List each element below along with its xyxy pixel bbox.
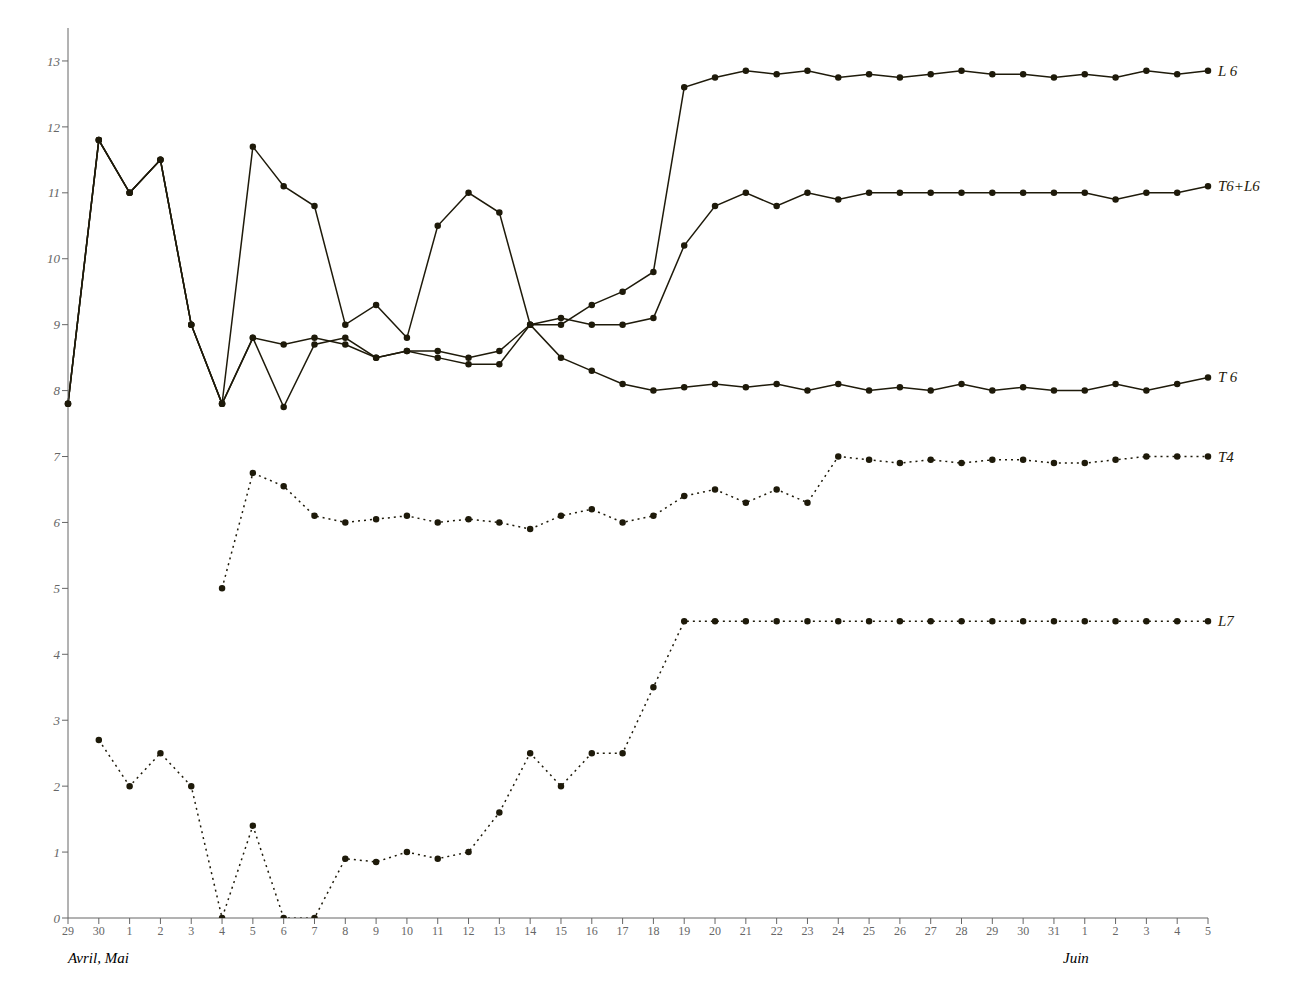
svg-text:6: 6: [54, 515, 61, 530]
svg-text:19: 19: [678, 924, 690, 938]
svg-text:13: 13: [493, 924, 505, 938]
svg-text:12: 12: [463, 924, 475, 938]
svg-text:16: 16: [586, 924, 598, 938]
svg-text:9: 9: [54, 317, 61, 332]
svg-text:T4: T4: [1218, 449, 1234, 465]
svg-text:1: 1: [127, 924, 133, 938]
svg-text:7: 7: [311, 924, 317, 938]
svg-text:1: 1: [1082, 924, 1088, 938]
svg-text:5: 5: [54, 581, 61, 596]
svg-text:9: 9: [373, 924, 379, 938]
svg-text:T 6: T 6: [1218, 369, 1238, 385]
svg-text:6: 6: [281, 924, 287, 938]
svg-text:27: 27: [925, 924, 937, 938]
svg-text:31: 31: [1048, 924, 1060, 938]
svg-text:14: 14: [524, 924, 536, 938]
svg-text:2: 2: [54, 779, 61, 794]
svg-text:2: 2: [157, 924, 163, 938]
svg-text:1: 1: [54, 845, 61, 860]
svg-text:3: 3: [1143, 924, 1149, 938]
svg-text:20: 20: [709, 924, 721, 938]
svg-text:5: 5: [1205, 924, 1211, 938]
svg-text:15: 15: [555, 924, 567, 938]
html-text:Juin: Juin: [1063, 950, 1089, 966]
svg-text:8: 8: [54, 383, 61, 398]
svg-text:22: 22: [771, 924, 783, 938]
svg-text:28: 28: [956, 924, 968, 938]
svg-text:L7: L7: [1217, 613, 1235, 629]
svg-text:3: 3: [53, 713, 61, 728]
svg-text:23: 23: [801, 924, 813, 938]
svg-text:29: 29: [986, 924, 998, 938]
svg-text:13: 13: [47, 54, 61, 69]
svg-text:21: 21: [740, 924, 752, 938]
svg-text:29: 29: [62, 924, 74, 938]
svg-text:11: 11: [432, 924, 444, 938]
svg-text:11: 11: [48, 185, 60, 200]
svg-text:18: 18: [647, 924, 659, 938]
svg-text:26: 26: [894, 924, 906, 938]
svg-text:10: 10: [401, 924, 413, 938]
svg-text:L 6: L 6: [1217, 63, 1238, 79]
svg-text:4: 4: [219, 924, 225, 938]
svg-text:25: 25: [863, 924, 875, 938]
svg-text:5: 5: [250, 924, 256, 938]
svg-text:T6+L6: T6+L6: [1218, 178, 1260, 194]
svg-text:30: 30: [93, 924, 105, 938]
svg-text:30: 30: [1017, 924, 1029, 938]
svg-text:8: 8: [342, 924, 348, 938]
svg-text:24: 24: [832, 924, 844, 938]
svg-text:3: 3: [188, 924, 194, 938]
svg-text:7: 7: [54, 449, 61, 464]
svg-text:17: 17: [617, 924, 629, 938]
svg-text:4: 4: [1174, 924, 1180, 938]
svg-text:2: 2: [1113, 924, 1119, 938]
svg-text:0: 0: [54, 911, 61, 926]
svg-text:10: 10: [47, 251, 61, 266]
svg-text:12: 12: [47, 120, 61, 135]
html-text:Avril, Mai: Avril, Mai: [68, 950, 129, 966]
svg-text:4: 4: [54, 647, 61, 662]
